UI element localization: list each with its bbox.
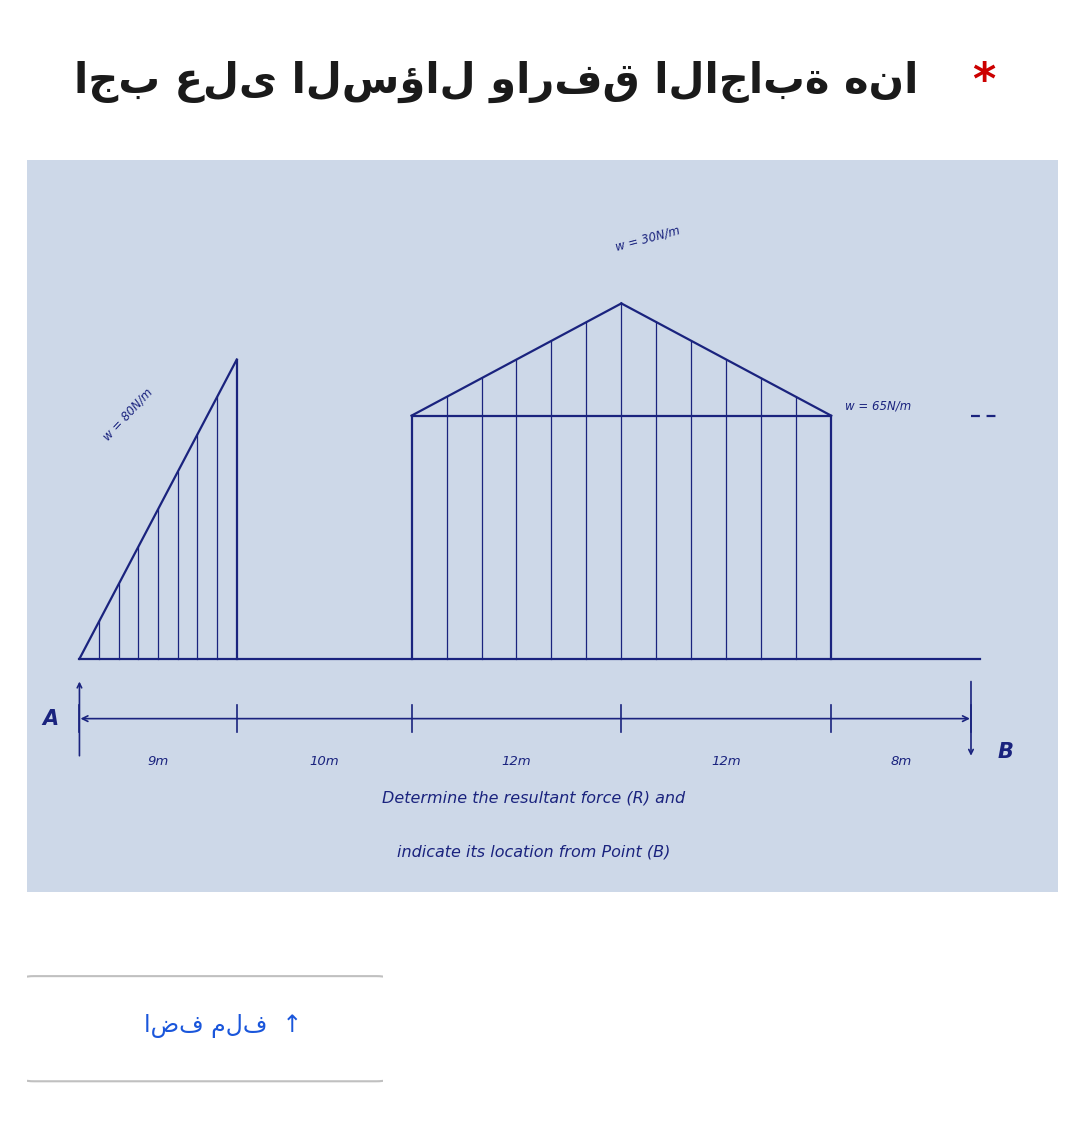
- Text: w = 65N/m: w = 65N/m: [846, 399, 912, 413]
- FancyBboxPatch shape: [22, 150, 1064, 902]
- Text: B: B: [997, 742, 1013, 762]
- Text: w = 80N/m: w = 80N/m: [102, 385, 156, 442]
- Text: *: *: [972, 61, 996, 103]
- Text: indicate its location from Point (B): indicate its location from Point (B): [397, 845, 671, 860]
- Text: A: A: [42, 709, 58, 728]
- Text: 9m: 9m: [148, 756, 168, 768]
- Text: 8m: 8m: [890, 756, 912, 768]
- Text: 10m: 10m: [309, 756, 339, 768]
- Text: w = 30N/m: w = 30N/m: [613, 224, 681, 254]
- Text: 12m: 12m: [502, 756, 531, 768]
- Text: 12m: 12m: [712, 756, 741, 768]
- Text: Determine the resultant force (R) and: Determine the resultant force (R) and: [382, 791, 686, 806]
- Text: اجب على السؤال وارفق الاجابة هنا: اجب على السؤال وارفق الاجابة هنا: [73, 61, 918, 103]
- Text: اضف ملف  ↑: اضف ملف ↑: [144, 1015, 302, 1038]
- FancyBboxPatch shape: [19, 976, 391, 1081]
